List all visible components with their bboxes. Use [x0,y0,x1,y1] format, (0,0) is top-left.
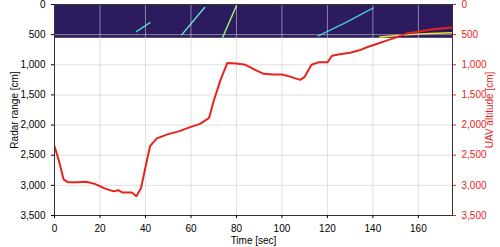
svg-text:40: 40 [140,223,152,234]
svg-text:3,000: 3,000 [20,180,45,191]
svg-text:0: 0 [40,0,46,10]
svg-text:2,000: 2,000 [20,119,45,130]
svg-text:500: 500 [29,29,46,40]
svg-text:2,000: 2,000 [461,119,487,131]
svg-text:160: 160 [410,223,427,234]
svg-text:80: 80 [231,223,243,234]
svg-text:1,500: 1,500 [20,89,45,100]
svg-text:20: 20 [94,223,106,234]
svg-text:60: 60 [185,223,197,234]
svg-text:2,500: 2,500 [20,149,45,160]
svg-text:3,500: 3,500 [462,210,487,221]
svg-text:100: 100 [274,223,291,234]
svg-text:Time [sec]: Time [sec] [231,235,277,246]
svg-text:1,000: 1,000 [462,59,487,70]
svg-text:0: 0 [462,0,468,10]
svg-text:UAV altitude [cm]: UAV altitude [cm] [484,72,495,149]
svg-text:Radar range [cm]: Radar range [cm] [9,71,20,148]
svg-text:140: 140 [365,223,382,234]
svg-text:0: 0 [52,223,58,234]
svg-text:3,500: 3,500 [20,210,45,221]
svg-text:3,000: 3,000 [462,180,487,191]
svg-text:500: 500 [462,29,479,40]
svg-text:1,500: 1,500 [461,89,487,101]
svg-text:2,500: 2,500 [462,149,487,160]
svg-text:1,000: 1,000 [20,59,45,70]
svg-text:120: 120 [319,223,336,234]
